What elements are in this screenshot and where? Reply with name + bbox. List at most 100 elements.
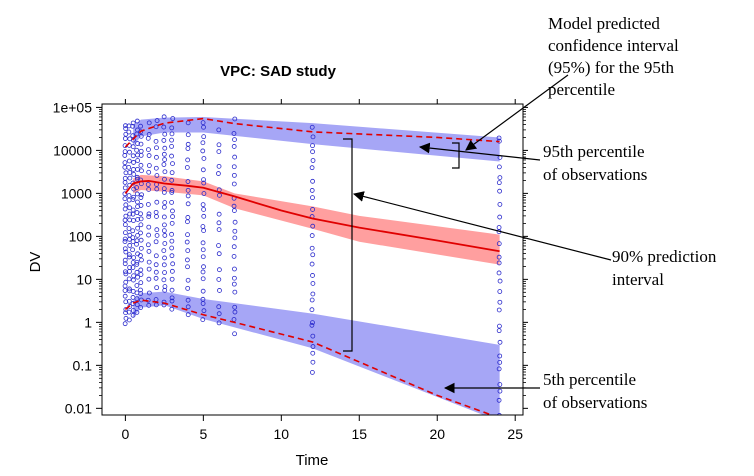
observation-point bbox=[134, 174, 140, 180]
observation-point bbox=[232, 331, 237, 337]
observation-point bbox=[134, 283, 140, 288]
observation-point bbox=[127, 175, 133, 181]
observation-point bbox=[134, 191, 140, 197]
observation-point bbox=[170, 208, 175, 214]
observation-point bbox=[162, 222, 167, 228]
y-tick-label: 10 bbox=[76, 271, 92, 287]
y-tick-label: 1e+05 bbox=[53, 99, 93, 115]
observation-point bbox=[162, 200, 168, 205]
observation-point bbox=[138, 133, 144, 139]
observation-point bbox=[162, 131, 168, 137]
observation-point bbox=[153, 239, 159, 245]
observation-point bbox=[130, 144, 136, 150]
observation-point bbox=[200, 202, 206, 208]
observation-point bbox=[130, 228, 136, 234]
observation-point bbox=[185, 219, 190, 225]
observation-point bbox=[169, 144, 174, 149]
observation-point bbox=[161, 114, 167, 120]
observation-point bbox=[122, 196, 128, 202]
observation-point bbox=[216, 227, 222, 233]
y-tick-label: 100 bbox=[69, 228, 93, 244]
observation-point bbox=[216, 171, 221, 176]
svg-text:(95%) for the 95th: (95%) for the 95th bbox=[548, 58, 675, 77]
observation-point bbox=[146, 249, 152, 254]
observation-point bbox=[138, 141, 144, 147]
observation-point bbox=[185, 187, 191, 193]
observation-point bbox=[131, 277, 136, 283]
observation-point bbox=[134, 118, 140, 124]
observation-point bbox=[123, 279, 129, 285]
p95-arrow bbox=[418, 142, 541, 161]
observation-point bbox=[200, 247, 206, 253]
observation-point bbox=[126, 193, 132, 199]
observation-point bbox=[138, 230, 143, 236]
observation-point bbox=[122, 217, 128, 223]
observation-point bbox=[497, 353, 503, 359]
observation-point bbox=[138, 291, 144, 296]
observation-point bbox=[134, 259, 140, 265]
observation-point bbox=[201, 228, 207, 234]
observation-point bbox=[126, 252, 132, 258]
observation-point bbox=[310, 143, 315, 149]
observation-point bbox=[126, 317, 132, 323]
observation-point bbox=[139, 257, 144, 263]
observation-point bbox=[123, 310, 128, 316]
observation-point bbox=[161, 299, 167, 305]
observation-point bbox=[231, 244, 237, 250]
observation-point bbox=[201, 308, 207, 314]
observation-point bbox=[123, 131, 129, 137]
svg-text:of observations: of observations bbox=[543, 393, 647, 412]
observation-point bbox=[123, 271, 129, 277]
observation-point bbox=[169, 177, 175, 183]
observation-point bbox=[130, 247, 135, 253]
x-tick-label: 0 bbox=[121, 426, 129, 442]
observation-point bbox=[496, 366, 502, 372]
band-ci-95th-percentile bbox=[133, 116, 500, 162]
observation-point bbox=[146, 211, 152, 217]
observation-point bbox=[122, 261, 128, 267]
observation-point bbox=[216, 211, 222, 217]
observation-point bbox=[169, 189, 175, 195]
observation-point bbox=[122, 239, 128, 244]
observation-point bbox=[497, 214, 503, 220]
observation-point bbox=[138, 123, 143, 129]
observation-point bbox=[126, 226, 132, 231]
observation-point bbox=[169, 238, 175, 244]
observation-point bbox=[310, 333, 316, 339]
observation-point bbox=[123, 126, 129, 131]
observation-point bbox=[122, 160, 128, 166]
observation-point bbox=[310, 134, 316, 140]
observation-point bbox=[309, 165, 315, 171]
observation-point bbox=[200, 269, 206, 275]
observation-point bbox=[161, 186, 167, 192]
observation-point bbox=[122, 136, 128, 141]
observation-point bbox=[309, 297, 315, 303]
observation-point bbox=[200, 240, 206, 246]
observation-point bbox=[232, 266, 237, 272]
observation-point bbox=[200, 167, 206, 173]
observation-point bbox=[497, 299, 503, 305]
observation-point bbox=[201, 213, 207, 219]
observation-point bbox=[135, 158, 141, 163]
observation-point bbox=[496, 397, 502, 403]
x-tick-label: 5 bbox=[199, 426, 207, 442]
observation-point bbox=[310, 195, 315, 201]
observation-point bbox=[131, 255, 137, 261]
y-axis: 1e+05 10000 1000 100 10 1 0.1 0.01 bbox=[53, 99, 528, 416]
observation-point bbox=[138, 162, 144, 168]
observation-point bbox=[161, 228, 167, 234]
observation-point bbox=[130, 239, 136, 245]
observation-point bbox=[161, 124, 167, 130]
observation-point bbox=[126, 164, 132, 170]
observation-point bbox=[138, 203, 144, 208]
svg-text:confidence interval: confidence interval bbox=[548, 36, 679, 55]
observation-point bbox=[131, 194, 137, 200]
observation-point bbox=[310, 273, 315, 278]
observation-point bbox=[127, 211, 133, 217]
observation-point bbox=[130, 301, 136, 306]
observation-point bbox=[122, 180, 128, 185]
pi-bracket bbox=[343, 138, 353, 352]
observation-point bbox=[127, 286, 132, 292]
observation-point bbox=[146, 169, 152, 175]
y-tick-label: 0.01 bbox=[65, 400, 92, 416]
